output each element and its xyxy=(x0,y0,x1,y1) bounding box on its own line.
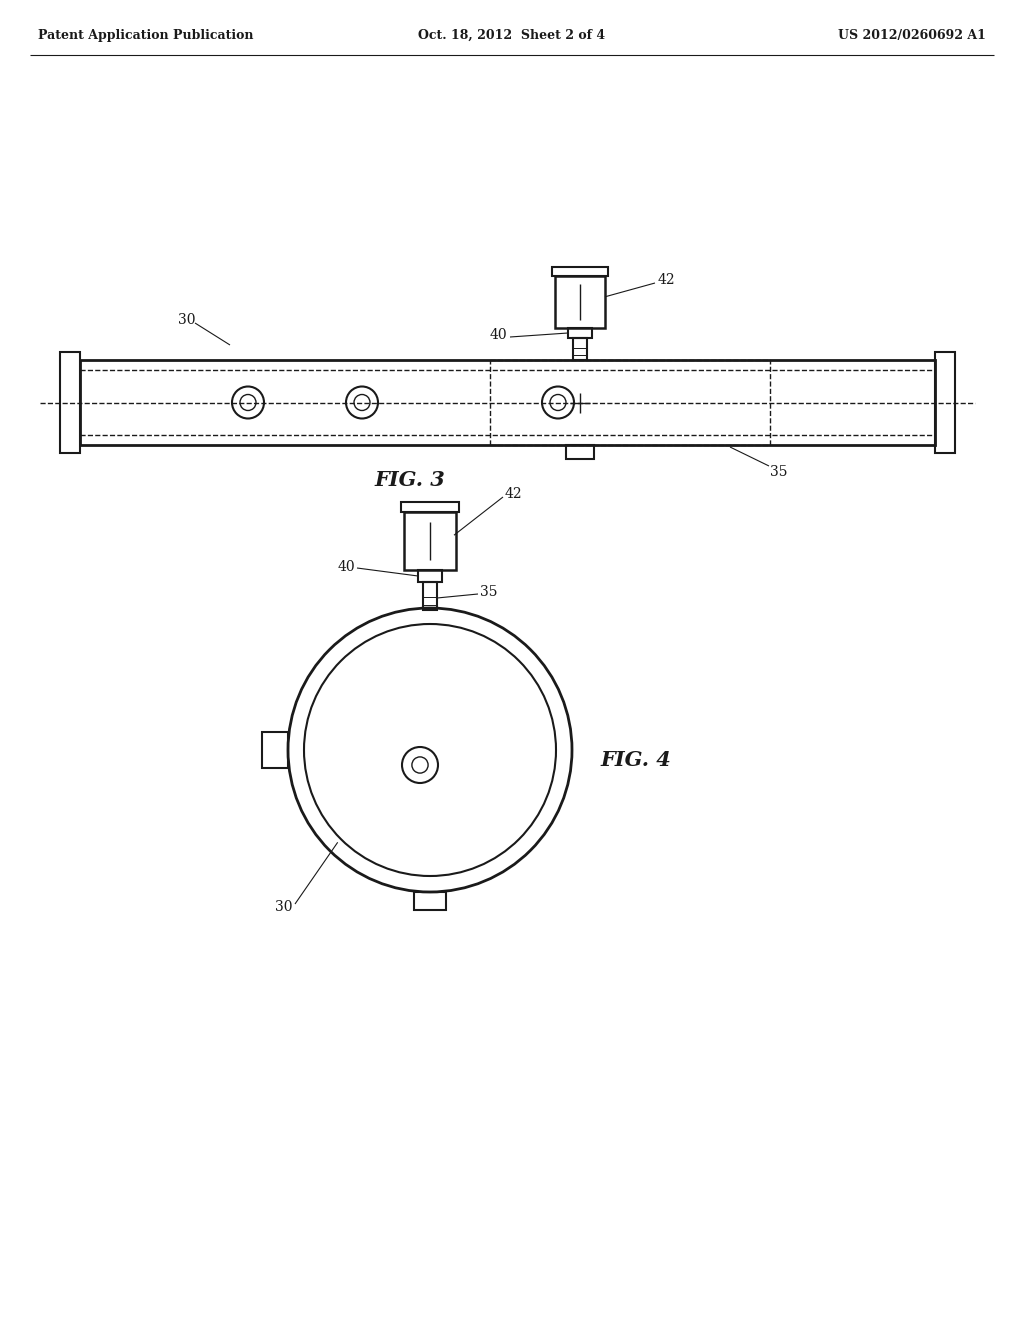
Bar xyxy=(404,512,456,570)
Bar xyxy=(414,892,446,909)
Text: 40: 40 xyxy=(490,327,508,342)
Bar xyxy=(401,502,459,512)
Bar xyxy=(552,267,608,276)
Bar xyxy=(573,338,587,360)
Text: Oct. 18, 2012  Sheet 2 of 4: Oct. 18, 2012 Sheet 2 of 4 xyxy=(419,29,605,41)
Text: 42: 42 xyxy=(505,487,522,502)
Bar xyxy=(568,327,592,338)
Bar xyxy=(262,733,288,768)
Bar xyxy=(555,276,605,327)
Text: Patent Application Publication: Patent Application Publication xyxy=(38,29,254,41)
Text: 42: 42 xyxy=(658,273,676,286)
Bar xyxy=(423,582,437,610)
Text: 35: 35 xyxy=(480,585,498,599)
Text: FIG. 4: FIG. 4 xyxy=(600,750,671,770)
Bar xyxy=(566,445,594,459)
Bar xyxy=(60,352,80,453)
Bar xyxy=(935,352,955,453)
Text: 30: 30 xyxy=(275,900,293,913)
Bar xyxy=(80,360,935,445)
Bar xyxy=(418,570,442,582)
Text: FIG. 3: FIG. 3 xyxy=(375,470,445,490)
Text: 35: 35 xyxy=(770,465,787,479)
Text: US 2012/0260692 A1: US 2012/0260692 A1 xyxy=(838,29,986,41)
Text: 30: 30 xyxy=(178,313,196,327)
Text: 40: 40 xyxy=(337,560,355,574)
